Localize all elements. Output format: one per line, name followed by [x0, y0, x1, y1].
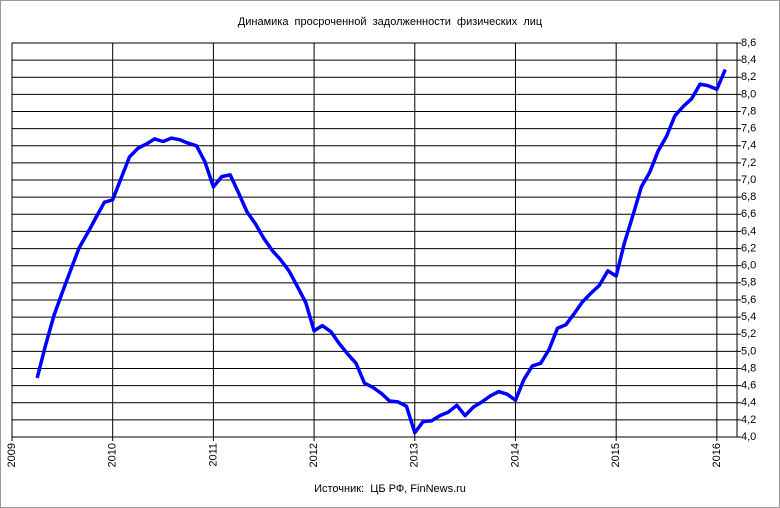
y-tick-label: 5,8	[741, 277, 756, 289]
y-tick-label: 7,8	[741, 105, 756, 117]
chart-title: Динамика просроченной задолженности физи…	[238, 16, 543, 28]
y-tick-label: 5,2	[741, 328, 756, 340]
y-tick-label: 4,0	[741, 431, 756, 443]
y-tick-label: 8,6	[741, 37, 756, 49]
y-tick-label: 5,0	[741, 345, 756, 357]
y-tick-label: 8,0	[741, 88, 756, 100]
y-tick-label: 6,8	[741, 191, 756, 203]
x-tick-label: 2011	[207, 443, 219, 467]
y-tick-label: 4,2	[741, 414, 756, 426]
y-tick-label: 5,4	[741, 311, 756, 323]
x-tick-label: 2010	[107, 443, 119, 467]
y-tick-label: 4,8	[741, 362, 756, 374]
y-tick-label: 4,6	[741, 380, 756, 392]
x-tick-label: 2014	[509, 443, 521, 467]
x-tick-label: 2016	[711, 443, 723, 467]
y-tick-label: 7,4	[741, 140, 756, 152]
y-tick-label: 6,6	[741, 208, 756, 220]
x-tick-label: 2015	[610, 443, 622, 467]
data-line	[35, 68, 727, 435]
x-tick-label: 2012	[308, 443, 320, 467]
y-tick-label: 8,2	[741, 71, 756, 83]
plot-area	[11, 42, 738, 438]
source-note: Источник: ЦБ РФ, FinNews.ru	[314, 483, 466, 495]
y-tick-label: 7,0	[741, 174, 756, 186]
y-tick-label: 5,6	[741, 294, 756, 306]
y-tick-label: 6,0	[741, 260, 756, 272]
y-tick-label: 4,4	[741, 397, 756, 409]
y-tick-label: 6,2	[741, 242, 756, 254]
y-tick-label: 7,6	[741, 123, 756, 135]
x-tick-label: 2009	[6, 443, 18, 467]
x-tick-label: 2013	[409, 443, 421, 467]
y-tick-label: 7,2	[741, 157, 756, 169]
y-tick-label: 6,4	[741, 225, 756, 237]
y-tick-label: 8,4	[741, 54, 756, 66]
